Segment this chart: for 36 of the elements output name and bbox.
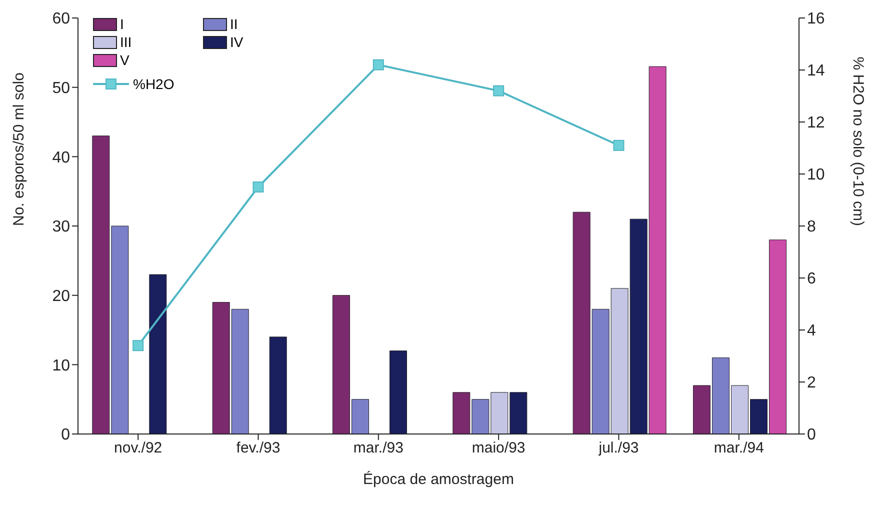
- y2-tick-label: 12: [807, 114, 825, 132]
- y-axis-title: No. esporos/50 ml solo: [10, 72, 28, 226]
- x-tick-label: maio/93: [472, 440, 526, 457]
- y2-tick-label: 10: [807, 166, 825, 184]
- legend-label: III: [120, 34, 132, 50]
- legend-label: %H2O: [133, 76, 174, 92]
- y-tick-label: 0: [61, 426, 70, 444]
- x-axis-title: Época de amostragem: [363, 470, 514, 488]
- legend-label: IV: [230, 34, 244, 50]
- y2-tick-label: 8: [807, 218, 816, 236]
- x-tick-label: mar./93: [353, 440, 404, 457]
- y2-tick-label: 0: [807, 426, 816, 444]
- legend-label: I: [120, 16, 124, 32]
- y-tick-label: 20: [52, 288, 70, 306]
- y2-tick-label: 16: [807, 10, 825, 28]
- point: [132, 340, 144, 352]
- x-tick-label: jul./93: [598, 440, 639, 457]
- y2-tick-label: 14: [807, 62, 825, 80]
- y-tick-label: 30: [52, 218, 70, 236]
- y2-axis-title: % H2O no solo (0-10 cm): [850, 56, 867, 226]
- point: [613, 140, 624, 151]
- y-tick-label: 50: [52, 80, 70, 98]
- x-tick-label: mar./94: [714, 440, 764, 457]
- point: [252, 182, 264, 192]
- y2-tick-label: 4: [807, 322, 816, 340]
- legend-label: II: [230, 16, 238, 32]
- y-tick-label: 40: [52, 149, 70, 166]
- point: [372, 59, 384, 70]
- y-tick-label: 10: [52, 357, 70, 374]
- legend-label: V: [120, 52, 130, 68]
- y2-tick-label: 2: [807, 374, 816, 392]
- y2-tick-label: 6: [807, 270, 816, 288]
- point: [493, 85, 504, 96]
- y-tick-label: 60: [52, 10, 70, 28]
- x-tick-label: nov./92: [114, 440, 162, 457]
- x-tick-label: fev./93: [236, 440, 280, 457]
